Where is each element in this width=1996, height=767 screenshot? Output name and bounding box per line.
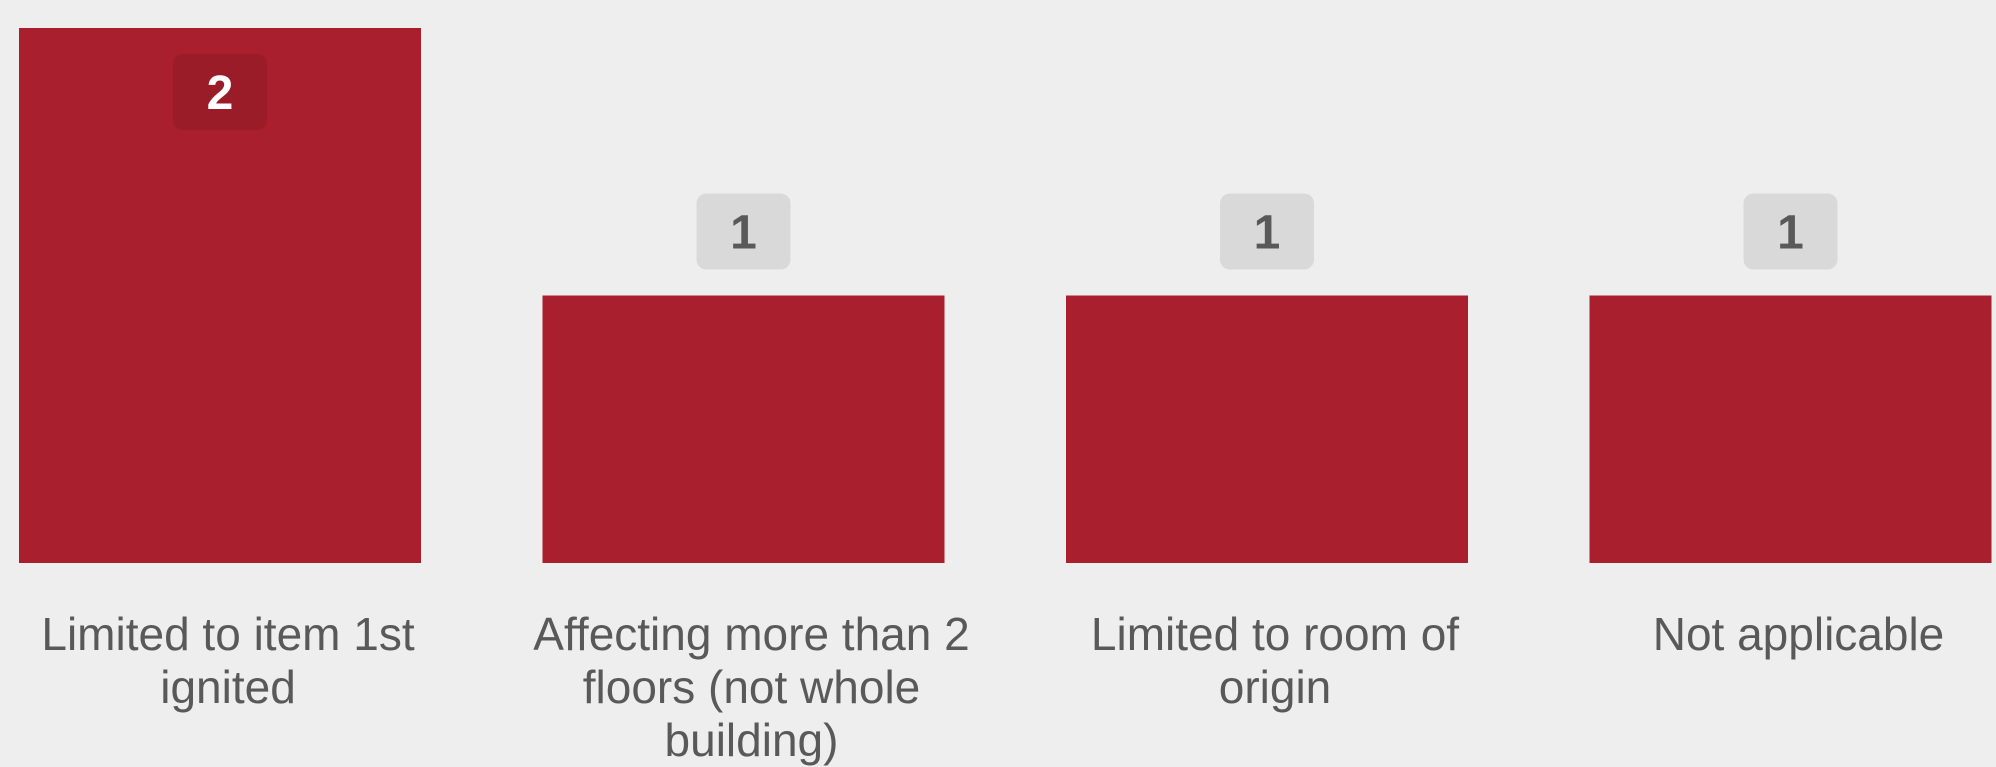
x-tick-label-1: Affecting more than 2 floors (not whole … — [512, 608, 992, 767]
x-tick-label-2: Limited to room of origin — [1035, 608, 1515, 714]
bar-2 — [1066, 296, 1468, 564]
data-label-0: 2 — [207, 67, 234, 120]
data-label-2: 1 — [1254, 207, 1281, 260]
data-label-3: 1 — [1777, 207, 1804, 260]
data-label-1: 1 — [730, 207, 757, 260]
x-tick-label-0: Limited to item 1st ignited — [0, 608, 468, 714]
bar-3 — [1590, 296, 1992, 564]
x-tick-label-3: Not applicable — [1559, 608, 1996, 661]
bar-1 — [543, 296, 945, 564]
